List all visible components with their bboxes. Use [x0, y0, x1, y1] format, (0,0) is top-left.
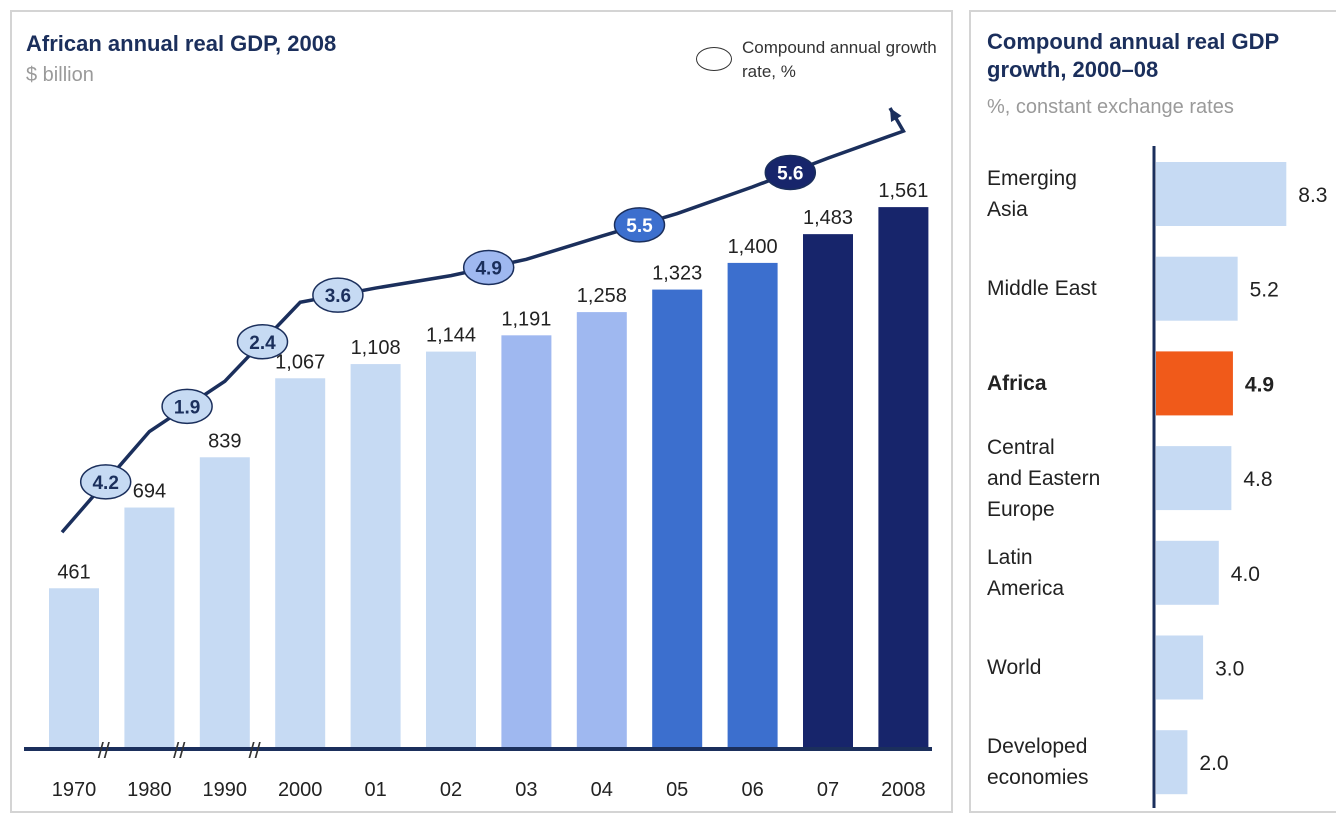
gdp-value-label: 839	[208, 430, 241, 452]
region-label: Latin	[987, 545, 1033, 569]
trend-arrow-head	[890, 108, 902, 122]
axis-break-mark: //	[249, 738, 262, 763]
gdp-bar-07	[803, 234, 853, 748]
x-tick-label: 07	[817, 779, 839, 801]
african-gdp-panel: African annual real GDP, 2008 $ billion …	[10, 10, 953, 813]
gdp-bar-2008	[878, 207, 929, 748]
left-chart-subtitle: $ billion	[26, 64, 94, 86]
gdp-bar-2000	[275, 378, 326, 748]
region-label: Emerging	[987, 167, 1077, 190]
growth-rate-oval	[161, 388, 213, 425]
x-tick-label: 02	[440, 779, 462, 801]
gdp-value-label: 461	[57, 561, 90, 583]
x-tick-label: 1980	[127, 779, 172, 801]
gdp-value-label: 1,108	[351, 337, 401, 359]
region-bar	[1156, 635, 1204, 700]
region-label: and Eastern	[987, 466, 1101, 490]
region-bar	[1156, 540, 1219, 605]
growth-rate-label: 1.9	[174, 397, 200, 418]
gdp-bar-02	[426, 351, 476, 748]
region-value-label: 5.2	[1250, 279, 1279, 302]
region-value-label: 4.9	[1245, 373, 1274, 396]
growth-rate-oval	[79, 464, 132, 500]
gdp-value-label: 1,400	[728, 236, 778, 258]
gdp-bar-03	[501, 335, 552, 748]
x-tick-label: 04	[591, 779, 613, 801]
regional-growth-bar-chart: 8.3 5.2 4.9 4.8 4.0 3.0 2.0	[1152, 146, 1328, 808]
gdp-bar-1970	[49, 588, 99, 748]
region-label: World	[987, 656, 1042, 679]
x-tick-label: 1990	[203, 779, 248, 801]
growth-rate-legend-oval-icon	[696, 47, 732, 71]
growth-rate-oval	[312, 277, 364, 313]
growth-rate-oval	[236, 324, 289, 360]
growth-rate-label: 4.9	[475, 258, 501, 279]
gdp-bar-01	[350, 364, 401, 748]
region-label: Africa	[987, 371, 1047, 395]
x-tick-label: 01	[364, 779, 386, 801]
region-bar	[1156, 351, 1233, 416]
african-gdp-bar-chart: 461 1970 694 1980 839 1990 1,067 2000 1,108 01 1,1…	[24, 107, 932, 801]
gdp-value-label: 1,323	[652, 263, 702, 285]
gdp-bar-06	[727, 262, 778, 748]
growth-trend-line	[60, 107, 906, 534]
x-tick-label: 1970	[52, 779, 97, 801]
region-value-label: 3.0	[1215, 658, 1244, 681]
gdp-value-label: 1,144	[426, 325, 476, 347]
region-bar	[1156, 730, 1188, 795]
region-label: economies	[987, 766, 1089, 790]
growth-rate-legend-label: Compound annual growth rate, %	[742, 38, 937, 81]
region-value-label: 2.0	[1199, 752, 1228, 775]
regional-growth-panel: Compound annual real GDP growth, 2000–08…	[969, 10, 1336, 813]
growth-rate-label: 2.4	[249, 333, 276, 354]
x-tick-label: 2008	[881, 779, 926, 801]
growth-rate-oval	[462, 249, 515, 286]
right-chart-subtitle: %, constant exchange rates	[987, 96, 1234, 118]
x-tick-label: 05	[666, 779, 688, 801]
region-value-label: 4.8	[1243, 468, 1272, 491]
gdp-value-label: 1,191	[501, 308, 551, 330]
gdp-value-label: 1,561	[878, 180, 928, 202]
gdp-value-label: 694	[133, 481, 166, 503]
growth-rate-label: 3.6	[325, 286, 351, 307]
axis-break-mark: //	[98, 738, 111, 763]
axis-break-mark: //	[173, 738, 186, 763]
region-value-label: 4.0	[1231, 563, 1260, 586]
gdp-value-label: 1,258	[577, 285, 627, 307]
gdp-value-label: 1,067	[275, 351, 325, 373]
gdp-value-label: 1,483	[803, 207, 853, 229]
x-tick-label: 06	[741, 779, 763, 801]
gdp-bar-1980	[124, 507, 175, 748]
gdp-bar-04	[576, 312, 627, 748]
region-bar	[1156, 446, 1232, 511]
region-label: Developed	[987, 735, 1088, 759]
growth-rate-oval	[613, 207, 666, 243]
region-label: Europe	[987, 497, 1055, 521]
growth-rate-oval	[764, 154, 817, 191]
region-label: Asia	[987, 198, 1028, 221]
region-value-label: 8.3	[1298, 184, 1327, 207]
x-tick-label: 2000	[278, 779, 323, 801]
region-label: Middle East	[987, 277, 1097, 301]
growth-rate-label: 5.5	[626, 216, 653, 237]
region-bar	[1156, 162, 1287, 226]
gdp-bar-1990	[199, 457, 250, 748]
x-tick-label: 03	[515, 779, 537, 801]
region-label: America	[987, 576, 1065, 600]
left-chart-title: African annual real GDP, 2008	[26, 31, 337, 56]
right-chart-title: Compound annual real GDP growth, 2000–08	[987, 29, 1279, 82]
gdp-bar-05	[652, 289, 703, 748]
growth-rate-label: 5.6	[777, 164, 803, 185]
growth-rate-label: 4.2	[92, 473, 118, 494]
region-label: Central	[987, 435, 1055, 459]
region-bar	[1156, 256, 1238, 321]
